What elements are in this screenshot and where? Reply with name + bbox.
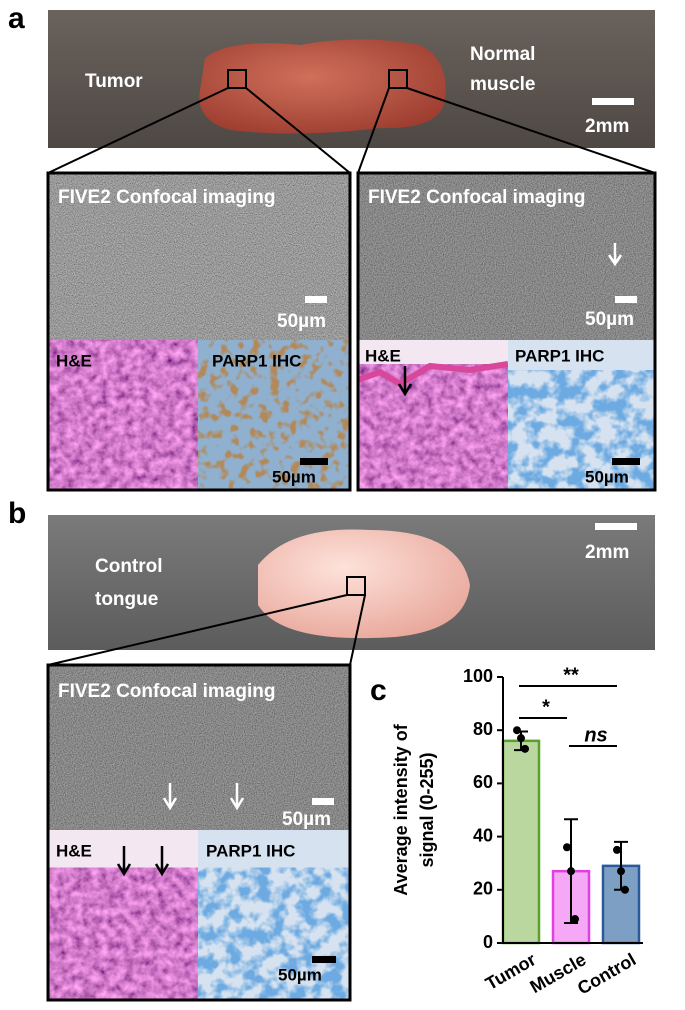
data-point bbox=[613, 845, 621, 854]
stain-label: PARP1 IHC bbox=[515, 346, 604, 365]
he-tissue bbox=[48, 867, 198, 1000]
data-point bbox=[617, 867, 625, 876]
connectors bbox=[47, 594, 366, 666]
bar bbox=[501, 739, 541, 945]
stain-label: H&E bbox=[365, 346, 401, 365]
data-point bbox=[567, 867, 575, 876]
scale-label: 50µm bbox=[282, 809, 331, 830]
y-tick-label: 60 bbox=[473, 772, 493, 792]
zoom-box bbox=[227, 69, 247, 89]
panel-label: a bbox=[8, 2, 25, 35]
inset-title: FIVE2 Confocal imaging bbox=[368, 187, 585, 208]
y-tick-label: 40 bbox=[473, 825, 493, 845]
confocal-image bbox=[48, 173, 350, 340]
significance-label: * bbox=[542, 696, 550, 718]
scale-bar bbox=[615, 296, 637, 303]
axes bbox=[502, 677, 643, 944]
inset-frame bbox=[356, 171, 657, 492]
scale-bar bbox=[300, 458, 328, 465]
confocal-image bbox=[48, 665, 350, 830]
y-tick-label: 100 bbox=[463, 666, 493, 686]
stain-label: H&E bbox=[56, 841, 92, 860]
tissue bbox=[199, 39, 446, 134]
scale-label: 50µm bbox=[277, 311, 326, 332]
y-axis-label: signal (0-255) bbox=[417, 752, 437, 867]
data-point bbox=[517, 734, 525, 743]
data-point bbox=[563, 843, 571, 852]
inset-title: FIVE2 Confocal imaging bbox=[58, 187, 275, 208]
photo-label: Tumor bbox=[85, 71, 143, 92]
significance-label: ** bbox=[563, 664, 579, 686]
panel-label: b bbox=[8, 497, 26, 530]
data-point bbox=[521, 744, 529, 753]
y-tick-label: 0 bbox=[483, 932, 493, 952]
he-tissue bbox=[358, 364, 508, 490]
zoom-box bbox=[346, 576, 366, 596]
data-point bbox=[571, 915, 579, 924]
stain-label: PARP1 IHC bbox=[206, 841, 295, 860]
ihc-stain bbox=[508, 370, 655, 490]
inset: FIVE2 Confocal imaging 50µm H&E PARP1 IH… bbox=[46, 171, 352, 492]
x-tick-label: Control bbox=[574, 949, 639, 998]
arrow bbox=[116, 846, 170, 877]
stain-label: H&E bbox=[56, 351, 92, 370]
arrow bbox=[162, 783, 245, 811]
scale-bar bbox=[312, 798, 334, 805]
scale-label: 50µm bbox=[272, 467, 316, 486]
he-epithelium bbox=[356, 361, 509, 388]
scale-label: 50µm bbox=[585, 309, 634, 330]
photo-label: Control bbox=[95, 556, 163, 577]
bar-chart: Average intensity of signal (0-255) 0 20 40 6… bbox=[391, 664, 643, 999]
scale-bar bbox=[305, 296, 327, 303]
photo-label: tongue bbox=[95, 589, 158, 610]
inset: FIVE2 Confocal imaging 50µm H&E PARP1 IH… bbox=[46, 663, 352, 1002]
zoom-box bbox=[388, 69, 408, 89]
photo-label: Normal bbox=[470, 44, 535, 65]
scale-label: 2mm bbox=[585, 542, 629, 563]
confocal-image bbox=[358, 173, 655, 340]
y-tick-label: 20 bbox=[473, 879, 493, 899]
scale-bar bbox=[312, 956, 336, 963]
y-axis-label: Average intensity of bbox=[391, 723, 411, 895]
inset-frame bbox=[46, 171, 352, 492]
scale-bar bbox=[592, 98, 634, 105]
data-point bbox=[621, 885, 629, 894]
scale-bar bbox=[595, 523, 637, 530]
significance-label: ns bbox=[584, 724, 607, 746]
scale-label: 50µm bbox=[585, 467, 629, 486]
photo-label: muscle bbox=[470, 74, 535, 95]
scale-label: 50µm bbox=[278, 965, 322, 984]
panel-label: c bbox=[370, 674, 387, 707]
connectors bbox=[47, 87, 656, 174]
he-image bbox=[48, 340, 198, 490]
inset-title: FIVE2 Confocal imaging bbox=[58, 681, 275, 702]
ihc-stain bbox=[198, 867, 350, 1000]
inset: FIVE2 Confocal imaging 50µm H&E PARP1 IH… bbox=[356, 171, 657, 492]
arrow bbox=[607, 243, 623, 267]
data-point bbox=[513, 726, 521, 735]
y-tick-label: 80 bbox=[473, 719, 493, 739]
arrow bbox=[397, 366, 413, 397]
stain-label: PARP1 IHC bbox=[212, 351, 301, 370]
scale-label: 2mm bbox=[585, 116, 629, 137]
inset-frame bbox=[46, 663, 352, 1002]
scale-bar bbox=[612, 458, 640, 465]
